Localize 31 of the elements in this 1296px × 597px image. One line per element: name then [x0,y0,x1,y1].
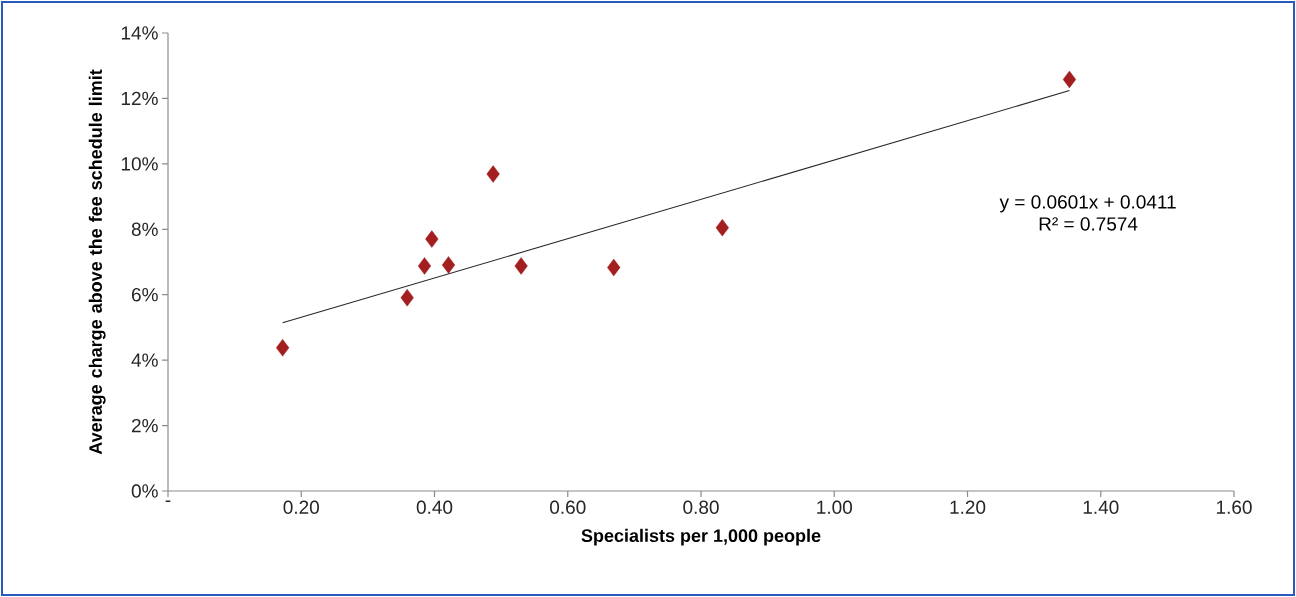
annotation: R² = 0.7574 [1039,217,1138,231]
point [400,288,414,307]
x-tick-label: 1.40 [1083,500,1119,514]
x-tick-label: 0.20 [283,500,319,514]
x-tick-label: 0.60 [550,500,586,514]
x-tick-label: 1.00 [817,500,853,514]
point [276,339,290,357]
y-tick-label: 12% [121,91,158,106]
y-tick-label: 14% [121,26,158,40]
y-tick-label: 10% [121,157,158,171]
x-tick-label: - [165,500,171,502]
point [1062,70,1077,89]
x-tick-label: 0.80 [683,500,719,514]
point [514,257,528,275]
y-tick-label: 6% [131,287,158,302]
point [715,218,729,237]
y-tick-label: 4% [131,353,158,367]
y-axis-title: Average charge above the fee schedule limit [88,69,106,455]
annotation: y = 0.0601x + 0.0411 [999,195,1176,213]
y-tick-label: 8% [131,222,158,237]
x-axis-title: Specialists per 1,000 people [581,528,821,546]
x-tick-label: 0.40 [416,500,453,514]
x-tick-label: 1.60 [1216,500,1252,514]
point [441,256,456,274]
point [425,230,439,248]
x-tick-label: 1.20 [950,500,986,514]
point [486,165,500,183]
point [607,258,621,277]
y-tick-label: 0% [131,484,158,498]
point [417,257,432,275]
y-tick-label: 2% [131,418,158,433]
